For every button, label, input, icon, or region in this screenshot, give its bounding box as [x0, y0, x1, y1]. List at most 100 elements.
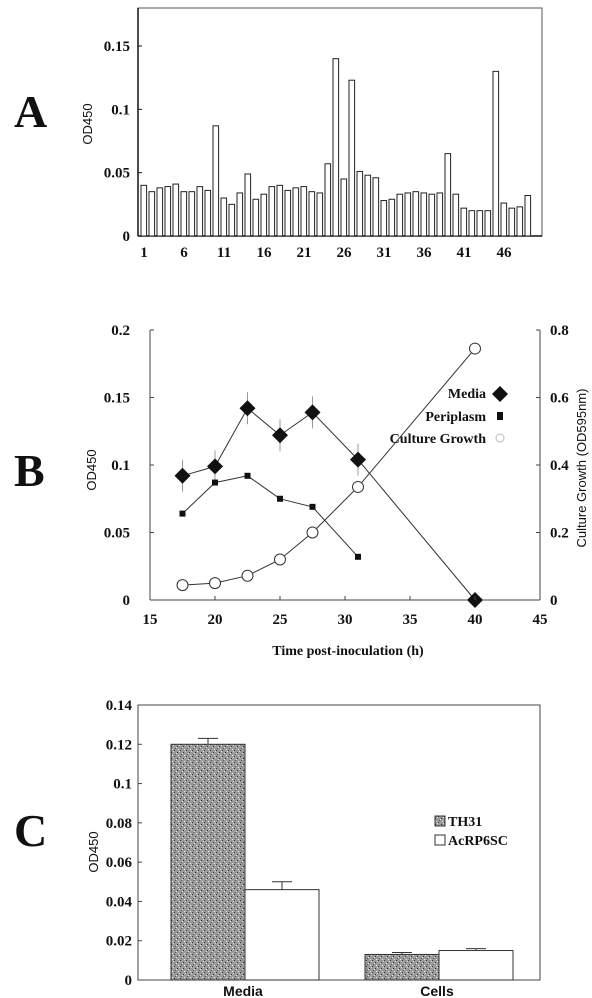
chart-b-point-media [350, 451, 366, 468]
chart-a-bar [164, 186, 172, 237]
chart-a-bar [468, 210, 476, 237]
chart-a-xtick-label: 21 [297, 245, 312, 261]
chart-b-ytick-label: 0.2 [111, 323, 130, 339]
chart-b-legend-label-periplasm: Periplasm [425, 410, 486, 425]
chart-a-bar [356, 170, 364, 237]
chart-c-ytick-label: 0.08 [106, 816, 132, 832]
chart-a-bar [228, 203, 236, 237]
chart-b-legend-marker-periplasm [497, 412, 503, 420]
chart-c-ytick-label: 0.1 [113, 777, 132, 793]
chart-a-bar [324, 163, 332, 237]
chart-a-bar [292, 187, 300, 237]
chart-a-bar [348, 79, 356, 237]
chart-c-frame [137, 704, 541, 981]
chart-a-ytick-label: 0 [123, 229, 131, 245]
chart-a-bar [148, 191, 156, 237]
chart-b-legend-marker-media [492, 386, 508, 402]
panel-letter-c: C [14, 805, 47, 856]
chart-c-ytick-label: 0.14 [106, 698, 133, 714]
chart-a-xtick-label: 46 [497, 245, 513, 261]
chart-a-bar [300, 186, 308, 237]
chart-a-bar [268, 186, 276, 237]
chart-a-bar [364, 174, 372, 237]
chart-a-bar [452, 193, 460, 237]
chart-c-ytick-label: 0.06 [106, 855, 133, 871]
chart-c-ylabel: OD450 [86, 831, 101, 872]
chart-c-bar-th31 [170, 743, 246, 981]
chart-b-point-periplasm [277, 495, 283, 502]
chart-a-bar [308, 191, 316, 237]
panel-letter-b: B [14, 445, 45, 496]
chart-a-bar [436, 192, 444, 237]
chart-a-bar [340, 178, 348, 237]
chart-a-xtick-label: 11 [217, 245, 231, 261]
chart-b-ytick-label: 0.15 [104, 391, 130, 407]
chart-b-y2tick-label: 0 [550, 593, 558, 609]
chart-b-point-periplasm [179, 510, 186, 517]
chart-c-ytick-label: 0 [125, 973, 133, 989]
chart-c-bars [170, 737, 514, 981]
chart-b-xtick-label: 40 [468, 612, 483, 628]
chart-a-xtick-label: 36 [417, 245, 433, 261]
chart-b-y2label: Culture Growth (OD595nm) [574, 389, 589, 548]
chart-b-ytick-label: 0 [123, 593, 131, 609]
chart-c-axes [137, 704, 541, 981]
chart-b: 15 20 25 30 35 40 4500.050.10.150.200.20.40.60… [84, 323, 589, 659]
chart-a-bar [220, 197, 228, 237]
chart-b-point-culture-growth [241, 569, 254, 582]
chart-a-xtick-label: 31 [377, 245, 392, 261]
chart-b-legend-label-media: Media [448, 387, 486, 402]
chart-b-xtick-label: 45 [533, 612, 548, 628]
chart-a-ylabel: OD450 [80, 103, 95, 144]
chart-a-bar [332, 58, 340, 237]
chart-a-bar [524, 194, 532, 237]
chart-c-category-label: Media [223, 983, 263, 998]
chart-a-bar [212, 125, 220, 237]
chart-a-xtick-label: 6 [180, 245, 188, 261]
chart-a-xtick-label: 16 [257, 245, 273, 261]
chart-a-bar [388, 198, 396, 237]
chart-b-xlabel: Time post-inoculation (h) [272, 644, 424, 659]
chart-b-line-periplasm [182, 475, 359, 558]
chart-b-legend: Media Periplasm Culture Growth [390, 386, 508, 447]
chart-a-xticks: 1 6 11 16 21 26 31 36 41 46 [140, 245, 512, 261]
chart-a-bar [172, 183, 180, 237]
chart-b-line-culture-growth [182, 348, 476, 586]
chart-b-point-culture-growth [274, 553, 286, 566]
chart-b-point-periplasm [212, 479, 218, 486]
chart-b-xtick-label: 30 [338, 612, 353, 628]
chart-c-legend-swatch-acrp6sc [434, 834, 446, 846]
chart-c-legend-label-th31: TH31 [448, 815, 482, 830]
chart-a-bar [460, 207, 468, 237]
chart-b-y2tick-label: 0.6 [550, 391, 569, 407]
chart-b-markers [174, 342, 483, 608]
chart-a-bar [492, 70, 500, 237]
chart-a-bar [412, 191, 420, 237]
chart-c: 0 0.02 0.04 0.06 0.08 0.1 0.12 0.14 Media Cells T… [86, 698, 541, 998]
chart-b-ytick-label: 0.05 [104, 526, 130, 542]
chart-b-legend-marker-culture-growth [495, 433, 505, 443]
chart-a-bar [500, 202, 508, 237]
chart-c-bar-acrp6sc [244, 889, 320, 981]
chart-c-bar-acrp6sc [438, 950, 514, 981]
chart-a-bar [204, 189, 212, 237]
chart-b-point-media [207, 458, 223, 475]
chart-b-xtick-label: 25 [273, 612, 288, 628]
chart-c-ytick-label: 0.04 [106, 894, 133, 910]
chart-b-point-culture-growth [209, 577, 221, 590]
chart-c-ticks: 0 0.02 0.04 0.06 0.08 0.1 0.12 0.14 Media Cells [106, 698, 454, 998]
chart-a-bar [516, 206, 524, 237]
chart-a-bars [140, 58, 532, 237]
chart-b-point-periplasm [355, 553, 361, 560]
chart-c-legend-swatch-th31 [434, 815, 446, 827]
chart-a-bar [508, 207, 516, 237]
chart-c-ytick-label: 0.12 [106, 737, 132, 753]
chart-a-bar [236, 192, 244, 237]
chart-a-bar [476, 210, 484, 237]
chart-a-bar [244, 173, 252, 237]
chart-b-point-culture-growth [352, 480, 364, 493]
chart-c-category-label: Cells [420, 983, 454, 998]
chart-a-bar [444, 153, 452, 237]
chart-b-point-culture-growth [306, 526, 319, 539]
chart-a-ytick-label: 0.15 [104, 39, 130, 55]
